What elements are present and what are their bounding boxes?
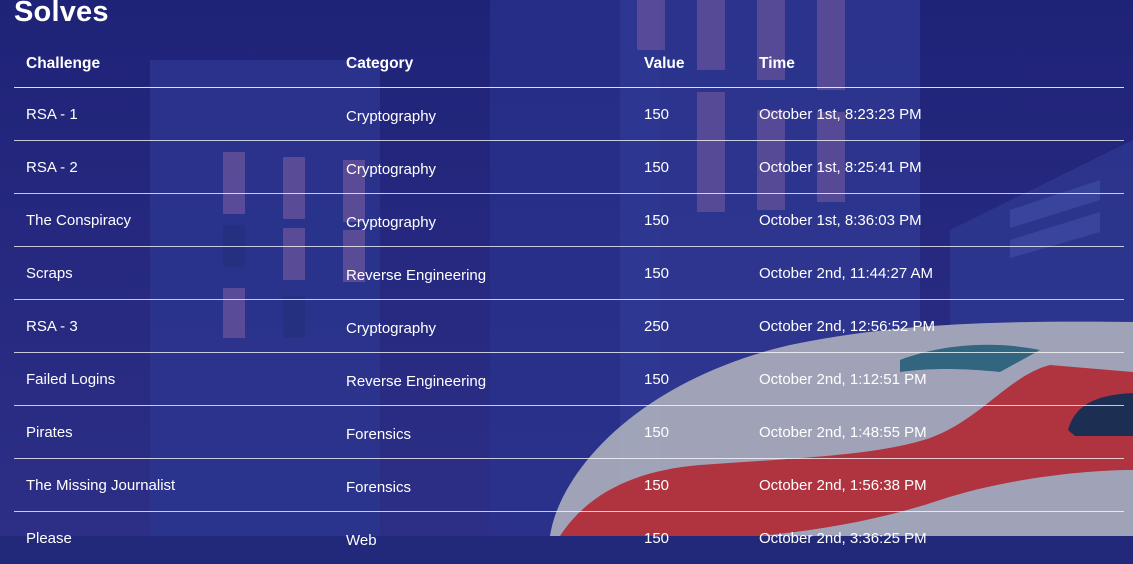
- table-row: RSA - 1 Cryptography 150 October 1st, 8:…: [14, 88, 1124, 141]
- table-row: The Missing Journalist Forensics 150 Oct…: [14, 459, 1124, 512]
- category-cell: Reverse Engineering: [334, 247, 632, 300]
- value-cell: 150: [632, 247, 747, 300]
- table-header-row: Challenge Category Value Time: [14, 40, 1124, 88]
- table-row: Please Web 150 October 2nd, 3:36:25 PM: [14, 512, 1124, 564]
- challenge-link[interactable]: RSA - 1: [26, 106, 78, 123]
- category-cell: Cryptography: [334, 300, 632, 353]
- challenge-link[interactable]: Failed Logins: [26, 371, 115, 388]
- time-cell: October 2nd, 12:56:52 PM: [747, 300, 1124, 353]
- category-cell: Forensics: [334, 406, 632, 459]
- time-cell: October 2nd, 1:12:51 PM: [747, 353, 1124, 406]
- category-cell: Cryptography: [334, 88, 632, 141]
- challenge-link[interactable]: RSA - 2: [26, 159, 78, 176]
- time-cell: October 2nd, 3:36:25 PM: [747, 512, 1124, 564]
- table-row: RSA - 3 Cryptography 250 October 2nd, 12…: [14, 300, 1124, 353]
- category-cell: Web: [334, 512, 632, 564]
- time-cell: October 2nd, 1:56:38 PM: [747, 459, 1124, 512]
- value-cell: 150: [632, 141, 747, 194]
- table-row: RSA - 2 Cryptography 150 October 1st, 8:…: [14, 141, 1124, 194]
- challenge-link[interactable]: The Missing Journalist: [26, 477, 175, 494]
- value-cell: 150: [632, 88, 747, 141]
- time-cell: October 2nd, 1:48:55 PM: [747, 406, 1124, 459]
- column-header-challenge: Challenge: [14, 40, 334, 88]
- category-cell: Cryptography: [334, 194, 632, 247]
- table-row: Failed Logins Reverse Engineering 150 Oc…: [14, 353, 1124, 406]
- value-cell: 150: [632, 512, 747, 564]
- table-row: Scraps Reverse Engineering 150 October 2…: [14, 247, 1124, 300]
- challenge-link[interactable]: RSA - 3: [26, 318, 78, 335]
- time-cell: October 1st, 8:23:23 PM: [747, 88, 1124, 141]
- value-cell: 150: [632, 353, 747, 406]
- challenge-link[interactable]: Please: [26, 530, 72, 547]
- category-cell: Forensics: [334, 459, 632, 512]
- challenge-link[interactable]: Pirates: [26, 424, 73, 441]
- category-cell: Reverse Engineering: [334, 353, 632, 406]
- time-cell: October 1st, 8:25:41 PM: [747, 141, 1124, 194]
- challenge-link[interactable]: Scraps: [26, 265, 73, 282]
- column-header-time: Time: [747, 40, 1124, 88]
- table-row: The Conspiracy Cryptography 150 October …: [14, 194, 1124, 247]
- column-header-value: Value: [632, 40, 747, 88]
- challenge-link[interactable]: The Conspiracy: [26, 212, 131, 229]
- value-cell: 250: [632, 300, 747, 353]
- value-cell: 150: [632, 194, 747, 247]
- value-cell: 150: [632, 459, 747, 512]
- category-cell: Cryptography: [334, 141, 632, 194]
- time-cell: October 2nd, 11:44:27 AM: [747, 247, 1124, 300]
- column-header-category: Category: [334, 40, 632, 88]
- table-row: Pirates Forensics 150 October 2nd, 1:48:…: [14, 406, 1124, 459]
- solves-table: Challenge Category Value Time RSA - 1 Cr…: [14, 40, 1124, 564]
- page-title: Solves: [14, 0, 109, 29]
- value-cell: 150: [632, 406, 747, 459]
- time-cell: October 1st, 8:36:03 PM: [747, 194, 1124, 247]
